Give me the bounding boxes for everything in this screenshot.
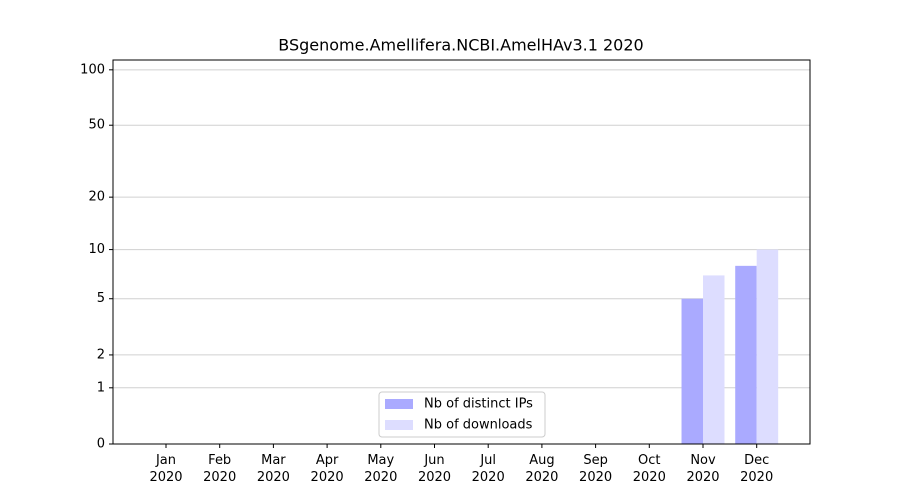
x-tick-label: Jun 2020: [417, 453, 452, 485]
bar: [703, 275, 725, 444]
x-tick-label: Apr 2020: [310, 453, 344, 485]
x-tick-label: Dec 2020: [740, 453, 774, 485]
x-tick-label: Nov 2020: [686, 453, 720, 485]
y-tick-label: 1: [97, 380, 105, 395]
bar: [735, 265, 757, 444]
x-tick-label: Oct 2020: [632, 453, 666, 485]
legend-label: Nb of distinct IPs: [424, 397, 533, 412]
x-tick-label: Feb 2020: [203, 453, 237, 485]
y-tick-label: 2: [97, 347, 105, 362]
x-tick-label: Mar 2020: [256, 453, 290, 485]
legend-swatch: [385, 420, 413, 430]
y-tick-label: 5: [97, 291, 105, 306]
legend-box: [378, 391, 546, 438]
x-tick-label: Sep 2020: [579, 453, 613, 485]
x-tick-label: May 2020: [364, 453, 398, 485]
plot-frame: [112, 59, 811, 445]
x-tick-label: Jan 2020: [149, 453, 183, 485]
x-tick-label: Aug 2020: [525, 453, 559, 485]
y-tick-label: 20: [88, 190, 105, 205]
chart-title: BSgenome.Amellifera.NCBI.AmelHAv3.1 2020: [278, 36, 643, 55]
bar: [756, 249, 779, 444]
y-tick-label: 0: [97, 437, 105, 452]
legend: Nb of distinct IPs Nb of downloads: [378, 391, 546, 438]
y-tick-label: 100: [80, 62, 105, 77]
legend-label: Nb of downloads: [424, 418, 533, 433]
bar: [681, 298, 703, 444]
legend-swatch: [385, 399, 413, 409]
x-tick-label: Jul 2020: [471, 453, 505, 485]
y-tick-label: 50: [88, 118, 105, 133]
y-tick-label: 10: [88, 242, 105, 257]
